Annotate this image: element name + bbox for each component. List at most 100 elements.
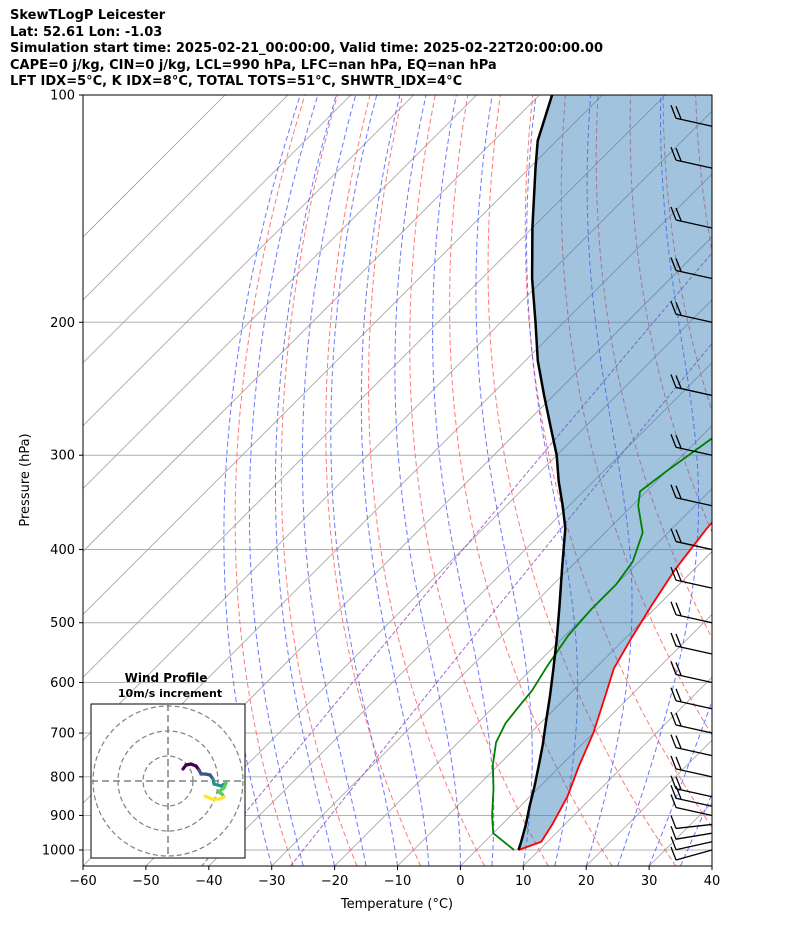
wind-barb-feather (670, 301, 677, 315)
dry-adiabat-line (487, 95, 677, 866)
wind-barb-staff (675, 823, 713, 830)
wind-barb-staff (675, 540, 713, 551)
moist-adiabat-line (475, 95, 533, 866)
wind-barb-feather (670, 755, 677, 770)
y-tick-label: 100 (50, 89, 75, 104)
wind-barb (670, 846, 713, 861)
isotherm-line (83, 95, 477, 490)
wind-barb-feather (670, 815, 677, 829)
temperature-line (518, 521, 712, 851)
wind-barbs (670, 105, 713, 861)
moist-adiabat-line (617, 95, 700, 866)
wind-barb (670, 825, 713, 840)
wind-barb-feather (670, 711, 677, 726)
title-line-3: Simulation start time: 2025-02-21_00:00:… (10, 41, 603, 56)
moist-adiabat-line (432, 95, 495, 866)
moist-adiabat-line (330, 95, 398, 866)
x-tick-label: −30 (258, 874, 285, 889)
dry-adiabat-line (234, 95, 306, 866)
moist-adiabat-line (360, 95, 430, 866)
hodograph-trace (203, 794, 214, 801)
y-tick-label: 800 (50, 770, 75, 785)
moist-adiabat-line (301, 95, 367, 866)
wind-barb-staff (675, 700, 713, 710)
isotherm-line (711, 865, 712, 866)
wind-barb-feather (675, 688, 682, 702)
wind-barb-feather (670, 433, 677, 448)
wind-barb-staff (675, 747, 713, 757)
wind-barb (670, 711, 713, 734)
isotherm-line (83, 95, 226, 238)
wind-barb (670, 661, 713, 684)
wind-barb-feather (670, 836, 677, 850)
y-axis-label: Pressure (hPa) (18, 433, 33, 526)
mixing-ratio-line (201, 252, 712, 866)
wind-barb-feather (675, 302, 682, 316)
wind-barb-feather (670, 825, 677, 840)
isotherm-line (397, 550, 712, 866)
wind-barb-feather (675, 662, 682, 676)
wind-barb-staff (675, 806, 713, 817)
dry-adiabat-line (728, 95, 794, 866)
x-tick-label: −40 (195, 874, 222, 889)
wind-barb-staff (675, 386, 713, 397)
moist-adiabat-line (248, 95, 319, 866)
wind-barb (670, 566, 713, 589)
wind-barb-staff (675, 117, 713, 127)
wind-barb-feather (675, 633, 682, 647)
wind-barb (670, 301, 713, 323)
y-tick-label: 600 (50, 676, 75, 691)
moist-adiabat-line (648, 699, 712, 866)
wind-barb-feather (675, 147, 682, 162)
x-tick-label: 0 (456, 874, 464, 889)
title-line-5: LFT IDX=5°C, K IDX=8°C, TOTAL TOTS=51°C,… (10, 74, 463, 89)
wind-barb-feather (670, 484, 677, 499)
wind-barb-feather (675, 735, 682, 749)
wind-barb-feather (670, 784, 677, 799)
cin-shaded-area (518, 95, 712, 850)
title-line-2: Lat: 52.61 Lon: -1.03 (10, 24, 163, 40)
wind-barb-staff (675, 159, 713, 169)
hodograph-subtitle: 10m/s increment (118, 687, 222, 700)
wind-barb (670, 836, 713, 851)
wind-barb (670, 433, 713, 456)
isotherm-line (83, 95, 603, 615)
chart-header: SkewTLogP Leicester Lat: 52.61 Lon: -1.0… (10, 8, 603, 91)
wind-barb-feather (670, 775, 677, 789)
wind-barb-feather (675, 485, 682, 499)
title-line-4: CAPE=0 j/kg, CIN=0 j/kg, LCL=990 hPa, LF… (10, 57, 497, 73)
wind-barb-feather (675, 529, 682, 543)
wind-barb (670, 105, 713, 127)
x-tick-label: −60 (69, 874, 96, 889)
x-axis-label: Temperature (°C) (340, 897, 453, 912)
wind-barb-staff (675, 673, 713, 684)
mixing-ratio-line (290, 342, 712, 866)
wind-barb-staff (675, 724, 713, 734)
x-tick-label: −50 (132, 874, 159, 889)
isotherm-line (83, 110, 712, 741)
hodograph-title: Wind Profile (125, 671, 208, 685)
wind-barb (670, 601, 713, 624)
wind-barb-staff (675, 579, 713, 589)
moist-adiabat-line (274, 95, 337, 866)
wind-barb-feather (670, 374, 677, 388)
wind-barb-feather (670, 257, 677, 271)
y-tick-label: 700 (50, 727, 75, 742)
x-tick-label: 30 (641, 874, 658, 889)
wind-barb (670, 374, 713, 397)
moist-adiabat-line (585, 95, 633, 866)
isotherm-line (334, 488, 712, 866)
wind-barb-staff (675, 645, 713, 655)
wind-barb (670, 146, 713, 169)
wind-barb-feather (670, 734, 677, 748)
y-tick-label: 300 (50, 449, 75, 464)
wind-barb (670, 206, 713, 229)
wind-barb-feather (670, 528, 677, 542)
isotherm-line (208, 362, 712, 866)
wind-barb-staff (675, 788, 713, 798)
moist-adiabat-line (394, 95, 461, 866)
isotherm-line (83, 95, 540, 553)
wind-barb-staff (675, 849, 713, 861)
wind-barb-staff (675, 614, 713, 624)
